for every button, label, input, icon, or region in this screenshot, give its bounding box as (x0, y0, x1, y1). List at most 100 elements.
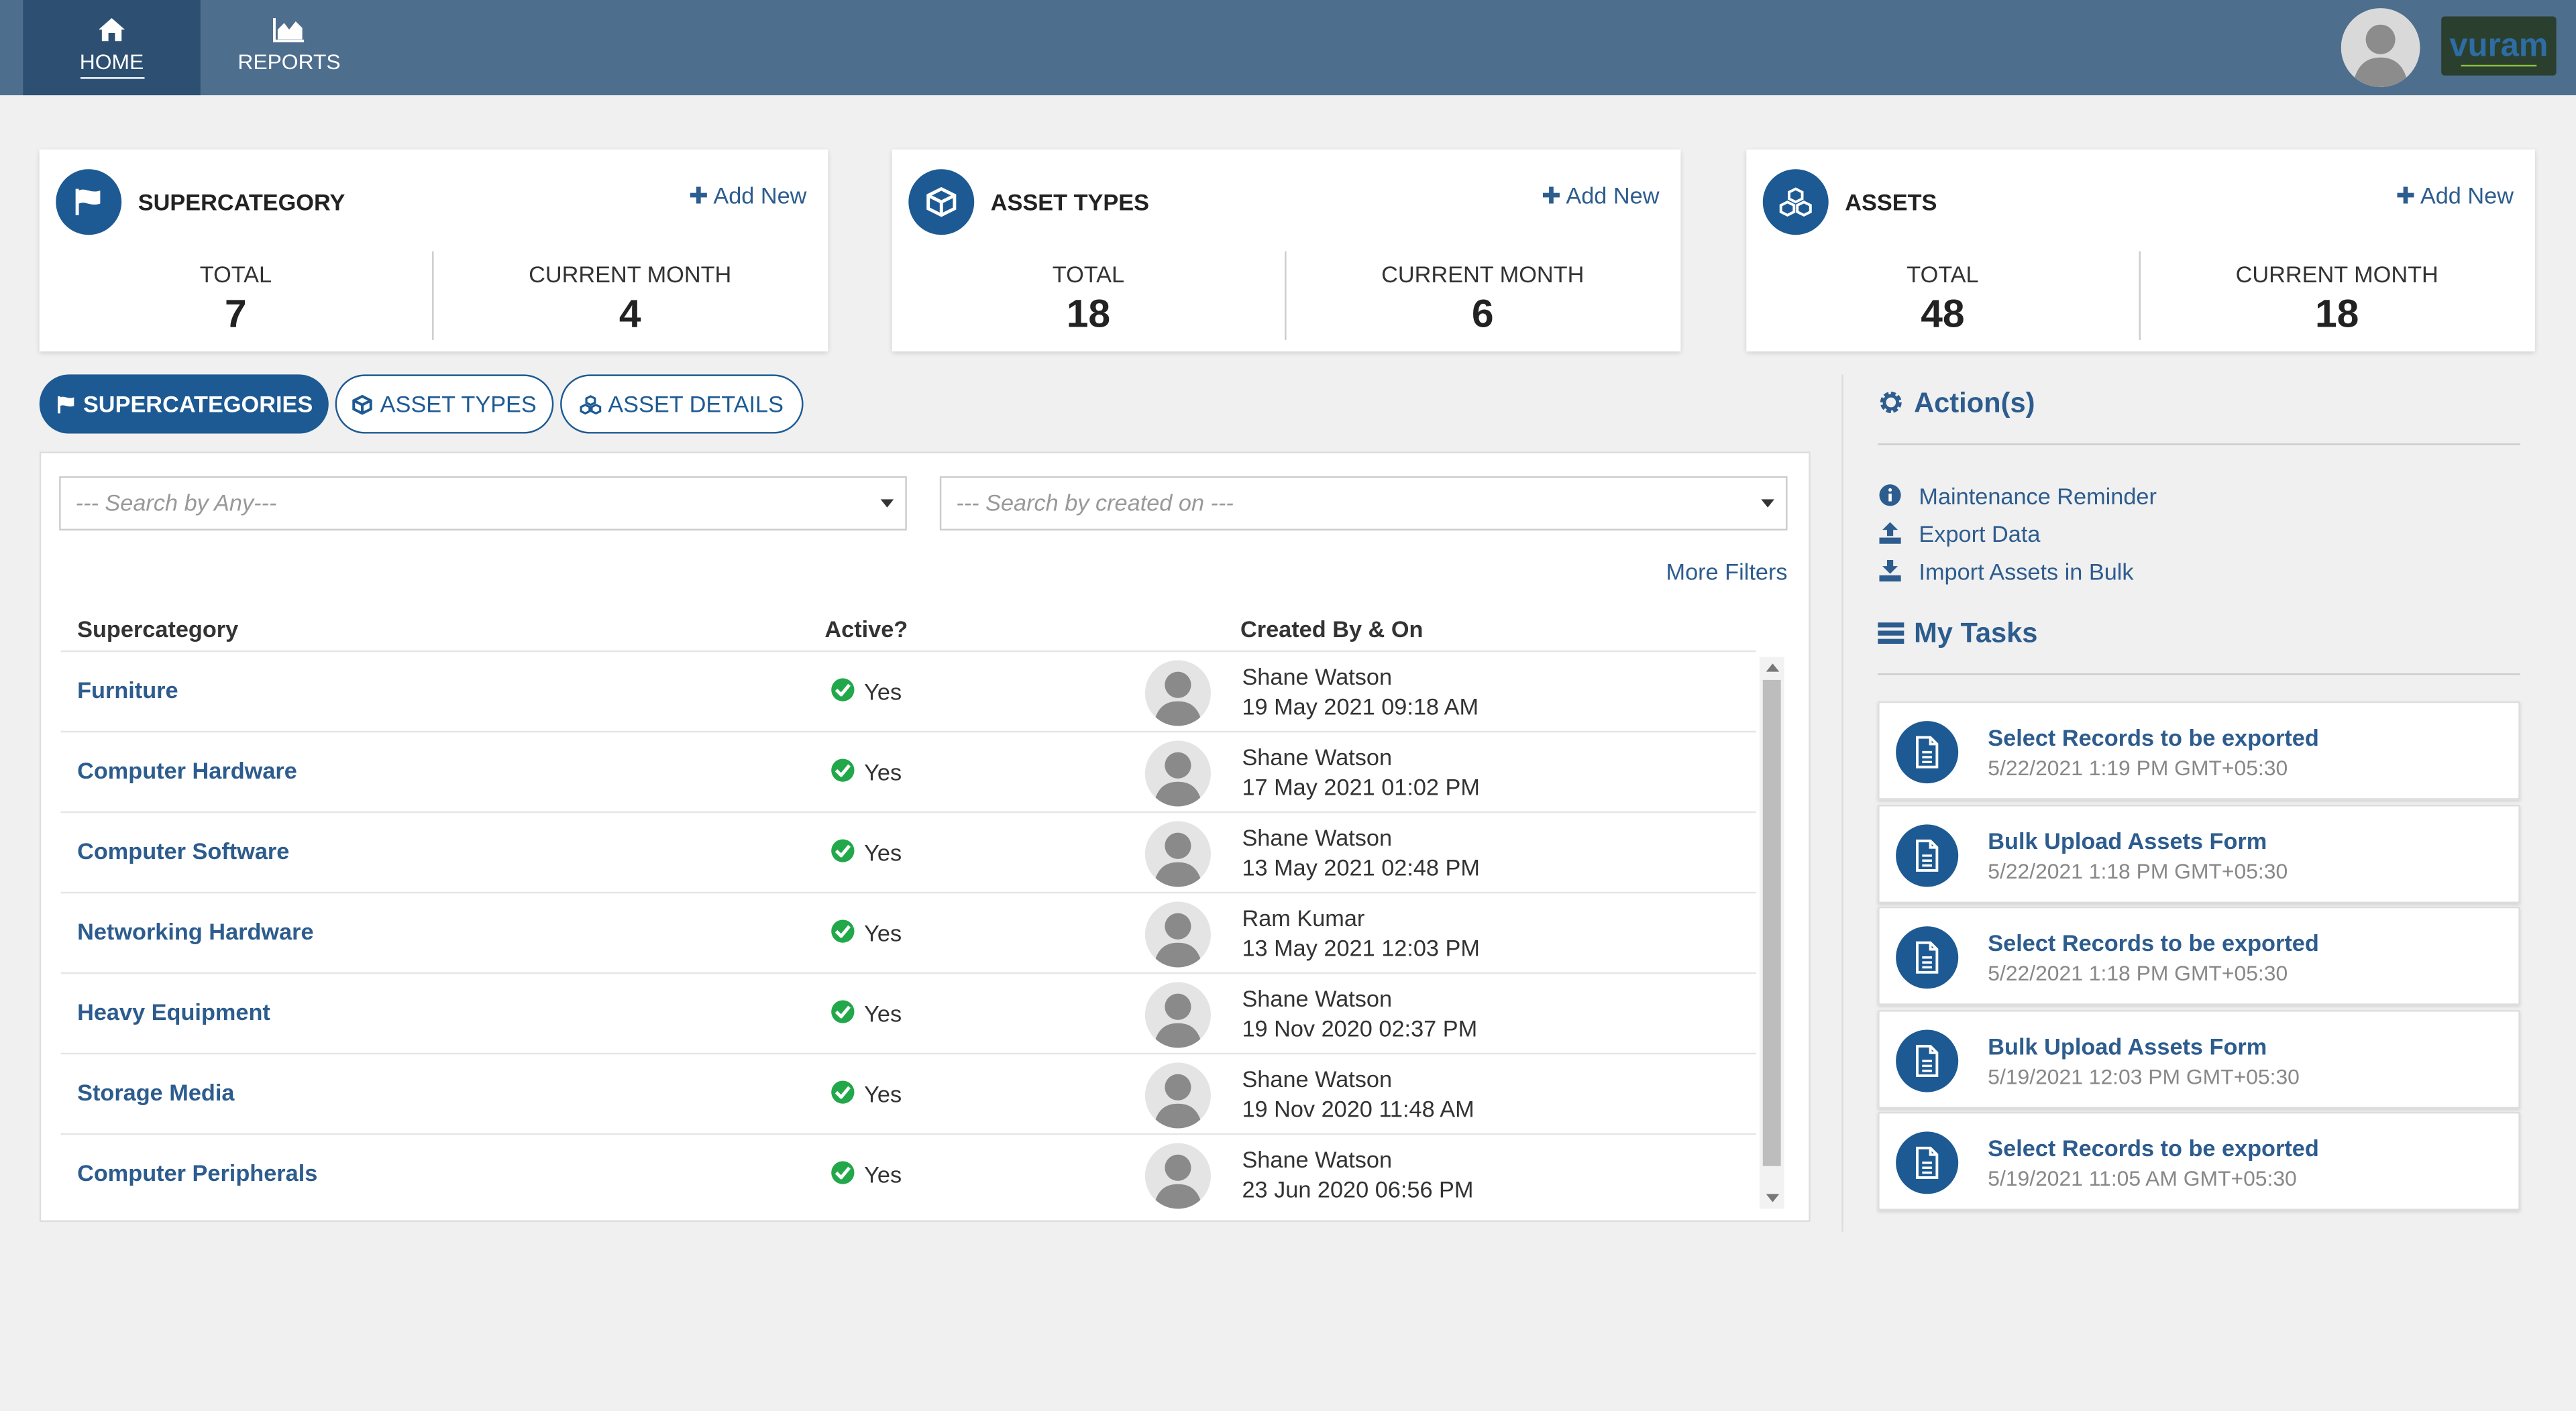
current-month-label: CURRENT MONTH (529, 261, 732, 288)
task-title[interactable]: Select Records to be exported (1988, 724, 2319, 751)
nav-tab-home[interactable]: HOME (23, 0, 201, 96)
created-by-on: Shane Watson 19 May 2021 09:18 AM (1242, 662, 1479, 721)
created-by-on: Shane Watson 13 May 2021 02:48 PM (1242, 823, 1480, 882)
supercategory-name-link[interactable]: Networking Hardware (77, 917, 314, 945)
table-row[interactable]: Computer Hardware Yes Shane Watson 17 May 2… (60, 730, 1756, 813)
active-status: Yes (864, 1000, 902, 1027)
flag-icon (75, 188, 101, 215)
info-icon (1879, 484, 1901, 506)
tab-supercategories[interactable]: SUPERCATEGORIES (39, 374, 329, 434)
created-on-date: 19 Nov 2020 11:48 AM (1242, 1095, 1474, 1122)
task-card[interactable]: Select Records to be exported 5/19/2021 1… (1878, 1111, 2520, 1210)
column-header-created-by[interactable]: Created By & On (1240, 616, 1424, 642)
supercategory-name-link[interactable]: Heavy Equipment (77, 998, 270, 1025)
user-silhouette-icon (1144, 1143, 1211, 1209)
task-card[interactable]: Select Records to be exported 5/22/2021 1… (1878, 906, 2520, 1005)
creator-avatar (1144, 901, 1211, 968)
total-label: TOTAL (1907, 261, 1979, 288)
total-stat: TOTAL 48 (1746, 261, 2139, 338)
created-on-date: 19 Nov 2020 02:37 PM (1242, 1015, 1478, 1041)
add-new-asset-link[interactable]: ✚ Add New (2396, 182, 2514, 211)
action-maintenance-reminder[interactable]: Maintenance Reminder (1878, 483, 2157, 509)
created-by-name: Ram Kumar (1242, 905, 1365, 932)
supercategory-name-link[interactable]: Computer Hardware (77, 756, 297, 784)
supercategory-name-link[interactable]: Computer Peripherals (77, 1159, 318, 1186)
task-title[interactable]: Bulk Upload Assets Form (1988, 827, 2267, 854)
stat-card-supercategory: SUPERCATEGORY ✚ Add New TOTAL 7 CURRENT … (39, 149, 828, 352)
cube-icon (926, 186, 957, 217)
stat-card-asset-types: ASSET TYPES ✚ Add New TOTAL 18 CURRENT M… (892, 149, 1681, 352)
active-status: Yes (864, 839, 902, 866)
tasks-list-icon (1878, 622, 1904, 644)
check-circle-icon (831, 1080, 855, 1104)
supercategory-name-link[interactable]: Furniture (77, 676, 178, 703)
action-import-assets[interactable]: Import Assets in Bulk (1878, 559, 2134, 585)
action-label: Maintenance Reminder (1919, 483, 2157, 510)
table-row[interactable]: Storage Media Yes Shane Watson 19 Nov 2020 … (60, 1052, 1756, 1135)
task-title[interactable]: Select Records to be exported (1988, 1135, 2319, 1162)
plus-icon: ✚ (2396, 182, 2420, 209)
add-new-asset-type-link[interactable]: ✚ Add New (1542, 182, 1660, 211)
table-row[interactable]: Computer Peripherals Yes Shane Watson 23 Ju… (60, 1133, 1756, 1215)
supercategory-name-link[interactable]: Storage Media (77, 1078, 235, 1106)
column-header-active[interactable]: Active? (824, 616, 908, 642)
table-row[interactable]: Networking Hardware Yes Ram Kumar 13 May 20… (60, 891, 1756, 974)
supercategory-name-link[interactable]: Computer Software (77, 837, 290, 864)
card-icon-badge (908, 169, 975, 235)
scroll-up-arrow-icon[interactable] (1766, 663, 1780, 672)
check-circle-icon (831, 1161, 855, 1184)
flag-icon (57, 396, 74, 414)
download-icon (1879, 559, 1901, 582)
supercategories-panel: --- Search by Any--- --- Search by creat… (39, 451, 1811, 1223)
search-by-any-dropdown[interactable]: --- Search by Any--- (59, 476, 907, 531)
check-circle-icon (831, 1000, 855, 1023)
user-avatar[interactable] (2341, 8, 2420, 87)
created-on-date: 23 Jun 2020 06:56 PM (1242, 1176, 1474, 1202)
scrollbar-thumb[interactable] (1762, 679, 1781, 1166)
column-header-supercategory[interactable]: Supercategory (77, 616, 239, 642)
scroll-down-arrow-icon[interactable] (1766, 1194, 1780, 1202)
table-scrollbar[interactable] (1759, 657, 1784, 1209)
area-chart-icon (273, 17, 305, 43)
cube-icon (353, 394, 373, 415)
current-month-value: 6 (1471, 292, 1494, 337)
current-month-stat: CURRENT MONTH 18 (2141, 261, 2533, 338)
check-circle-icon (831, 919, 855, 943)
task-card[interactable]: Bulk Upload Assets Form 5/22/2021 1:18 PM… (1878, 803, 2520, 903)
search-by-created-dropdown[interactable]: --- Search by created on --- (939, 476, 1788, 531)
chevron-down-icon (1761, 499, 1774, 508)
tab-asset-details[interactable]: ASSET DETAILS (560, 374, 804, 434)
user-silhouette-icon (2341, 8, 2420, 87)
task-card[interactable]: Select Records to be exported 5/22/2021 1… (1878, 701, 2520, 800)
user-silhouette-icon (1144, 821, 1211, 887)
tab-asset-types[interactable]: ASSET TYPES (335, 374, 554, 434)
task-date: 5/19/2021 11:05 AM GMT+05:30 (1988, 1166, 2297, 1191)
add-new-label: Add New (713, 182, 807, 209)
table-row[interactable]: Heavy Equipment Yes Shane Watson 19 Nov 202… (60, 972, 1756, 1054)
user-silhouette-icon (1144, 1062, 1211, 1129)
created-by-on: Ram Kumar 13 May 2021 12:03 PM (1242, 903, 1480, 962)
task-title[interactable]: Select Records to be exported (1988, 929, 2319, 956)
company-logo: vuram (2441, 16, 2557, 76)
task-title[interactable]: Bulk Upload Assets Form (1988, 1032, 2267, 1059)
cubes-icon (580, 395, 602, 415)
add-new-supercategory-link[interactable]: ✚ Add New (689, 182, 807, 211)
action-export-data[interactable]: Export Data (1878, 520, 2041, 547)
add-new-label: Add New (2420, 182, 2514, 209)
card-icon-badge (56, 169, 122, 235)
more-filters-link[interactable]: More Filters (1666, 558, 1788, 585)
table-row[interactable]: Furniture Yes Shane Watson 19 May 2021 09:1… (60, 650, 1756, 732)
stat-divider (432, 251, 434, 340)
total-stat: TOTAL 7 (40, 261, 432, 338)
created-on-date: 17 May 2021 01:02 PM (1242, 773, 1480, 800)
document-icon (1896, 1131, 1959, 1194)
created-by-name: Shane Watson (1242, 985, 1393, 1012)
check-circle-icon (831, 758, 855, 782)
task-card[interactable]: Bulk Upload Assets Form 5/19/2021 12:03 P… (1878, 1009, 2520, 1108)
creator-avatar (1144, 1062, 1211, 1129)
active-status: Yes (864, 758, 902, 785)
nav-tab-reports[interactable]: REPORTS (201, 0, 378, 95)
table-row[interactable]: Computer Software Yes Shane Watson 13 May 2… (60, 811, 1756, 893)
document-icon (1896, 824, 1959, 887)
actions-heading: Action(s) (1878, 388, 2035, 420)
